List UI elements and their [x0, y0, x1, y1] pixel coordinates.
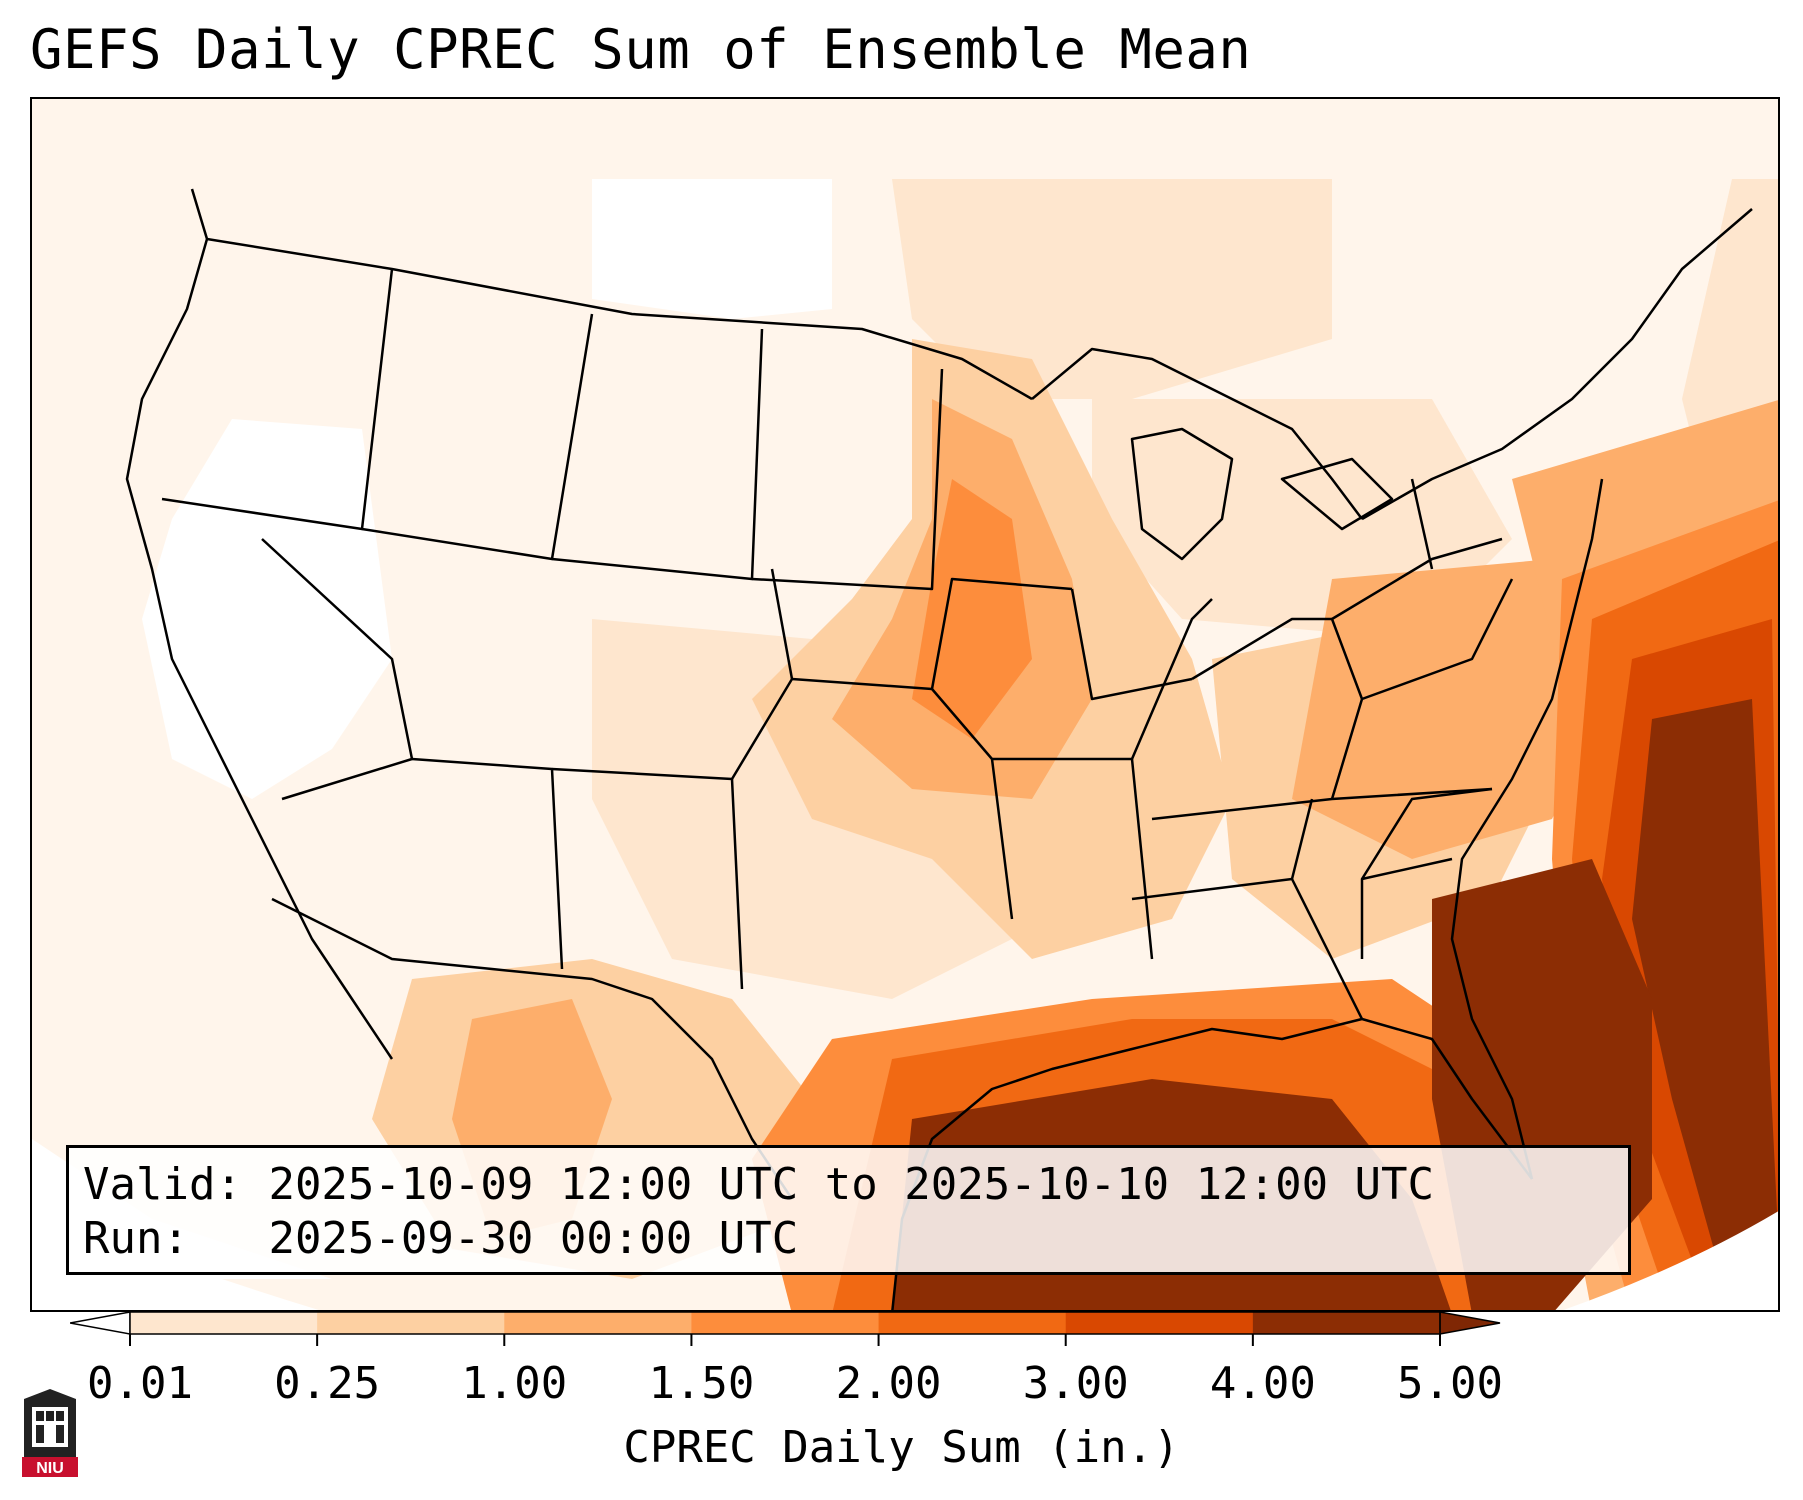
colorbar — [70, 1312, 1501, 1346]
precip-light-1 — [892, 179, 1332, 399]
colorbar-tick-label: 1.50 — [648, 1358, 755, 1409]
colorbar-segment — [1252, 1312, 1441, 1334]
boundary-lines — [125, 188, 1753, 1310]
colorbar-border — [129, 1312, 1441, 1335]
valid-run-info-box: Valid: 2025-10-09 12:00 UTC to 2025-10-1… — [66, 1145, 1631, 1275]
colorbar-segment — [317, 1312, 505, 1334]
colorbar-extend-under — [70, 1312, 131, 1335]
precip-dry-west — [142, 419, 392, 799]
niu-logo-text: NIU — [36, 1460, 64, 1477]
run-label: Run: — [83, 1213, 189, 1264]
colorbar-label: CPREC Daily Sum (in.) — [623, 1422, 1180, 1473]
colorbar-extend-over — [1439, 1312, 1501, 1335]
niu-logo-icon: NIU — [22, 1389, 78, 1477]
colorbar-segment — [691, 1312, 880, 1334]
precip-map — [32, 99, 1778, 1310]
precip-darkest-2 — [1632, 699, 1778, 1310]
valid-row: Valid: 2025-10-09 12:00 UTC to 2025-10-1… — [83, 1158, 1614, 1212]
colorbar-tick-label: 1.00 — [461, 1358, 568, 1409]
projection-edge-right — [1563, 1211, 1778, 1310]
colorbar-tick-label: 4.00 — [1209, 1358, 1316, 1409]
run-row: Run: 2025-09-30 00:00 UTC — [83, 1212, 1614, 1266]
run-value: 2025-09-30 00:00 UTC — [268, 1213, 799, 1264]
valid-value: 2025-10-09 12:00 UTC to 2025-10-10 12:00… — [268, 1159, 1435, 1210]
precip-deep-1 — [912, 479, 1032, 739]
valid-label: Valid: — [83, 1159, 242, 1210]
colorbar-tick-label: 2.00 — [835, 1358, 942, 1409]
precip-dry-canada — [592, 179, 832, 319]
colorbar-segment — [504, 1312, 692, 1334]
colorbar-tick-label: 0.25 — [274, 1358, 381, 1409]
map-title: GEFS Daily CPREC Sum of Ensemble Mean — [30, 18, 1252, 81]
precip-orange-2 — [1292, 559, 1632, 859]
colorbar-tick-label: 3.00 — [1022, 1358, 1129, 1409]
colorbar-tick-label: 0.01 — [87, 1358, 193, 1409]
colorbar-segment — [1065, 1312, 1254, 1334]
projection-edge-left — [32, 1209, 319, 1310]
map-panel[interactable] — [30, 97, 1780, 1312]
colorbar-segment — [130, 1312, 318, 1334]
colorbar-segment — [878, 1312, 1067, 1334]
colorbar-tick-label: 5.00 — [1397, 1358, 1503, 1409]
